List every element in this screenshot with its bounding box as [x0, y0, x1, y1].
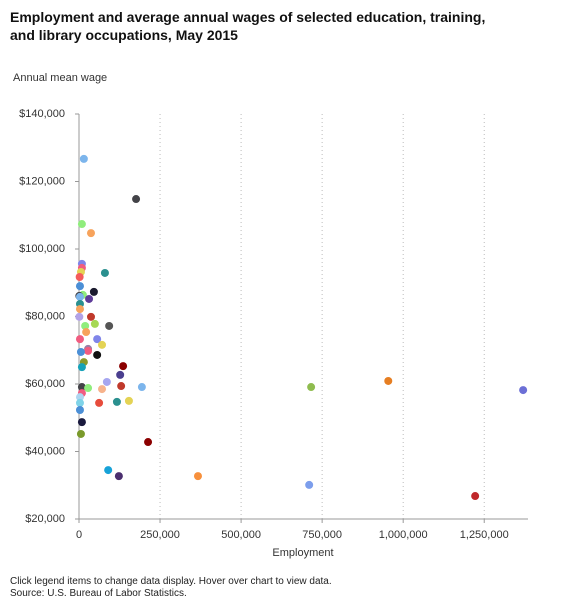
point: [84, 384, 93, 393]
point: [471, 492, 480, 501]
point: [85, 294, 94, 303]
point: [77, 363, 86, 372]
x-tick-label: 750,000: [302, 529, 342, 541]
point: [93, 350, 102, 359]
point: [193, 472, 202, 481]
point: [124, 396, 133, 405]
point: [144, 438, 153, 447]
point: [75, 292, 84, 301]
note: Click legend items to change data displa…: [10, 576, 332, 587]
y-axis-label: Annual mean wage: [13, 72, 107, 84]
point: [75, 335, 84, 344]
point: [119, 362, 128, 371]
point: [82, 328, 91, 337]
point: [98, 340, 107, 349]
chart: Annual mean wage Employment $20,000 $40,0…: [13, 72, 528, 559]
point: [114, 472, 123, 481]
point: [75, 398, 84, 407]
y-tick-label: $80,000: [25, 310, 65, 322]
point: [79, 154, 88, 163]
point: [75, 312, 84, 321]
point: [116, 370, 125, 379]
y-tick-label: $60,000: [25, 378, 65, 390]
chart-title: Employment and average annual wages of s…: [10, 9, 486, 43]
point: [132, 195, 141, 204]
point: [305, 480, 314, 489]
point: [75, 393, 84, 402]
point: [77, 418, 86, 427]
point: [102, 377, 111, 386]
point: [84, 346, 93, 355]
x-tick-label: 1,000,000: [379, 529, 428, 541]
point: [98, 385, 107, 394]
point: [137, 383, 146, 392]
note: Source: U.S. Bureau of Labor Statistics.: [10, 588, 187, 599]
point: [112, 397, 121, 406]
notes: Click legend items to change data displa…: [10, 576, 332, 600]
point: [76, 347, 85, 356]
point: [75, 405, 84, 414]
y-tick-label: $20,000: [25, 513, 65, 525]
x-tick-label: 1,250,000: [460, 529, 509, 541]
point: [89, 287, 98, 296]
point: [86, 229, 95, 238]
point: [307, 383, 316, 392]
point: [384, 376, 393, 385]
x-axis-label: Employment: [272, 547, 333, 559]
point: [81, 321, 90, 330]
point: [519, 386, 528, 395]
point: [90, 319, 99, 328]
point: [75, 273, 84, 282]
point: [86, 312, 95, 321]
x-tick-label: 250,000: [140, 529, 180, 541]
point: [75, 305, 84, 314]
y-tick-label: $120,000: [19, 175, 65, 187]
point: [75, 282, 84, 291]
point: [77, 383, 86, 392]
point: [95, 398, 104, 407]
x-tick-label: 0: [76, 529, 82, 541]
point: [100, 268, 109, 277]
point: [76, 429, 85, 438]
point: [93, 335, 102, 344]
point: [104, 466, 113, 475]
y-tick-label: $140,000: [19, 108, 65, 120]
point: [77, 220, 86, 229]
point: [105, 321, 114, 330]
point: [117, 382, 126, 391]
y-tick-label: $100,000: [19, 243, 65, 255]
x-tick-label: 500,000: [221, 529, 261, 541]
y-tick-label: $40,000: [25, 445, 65, 457]
